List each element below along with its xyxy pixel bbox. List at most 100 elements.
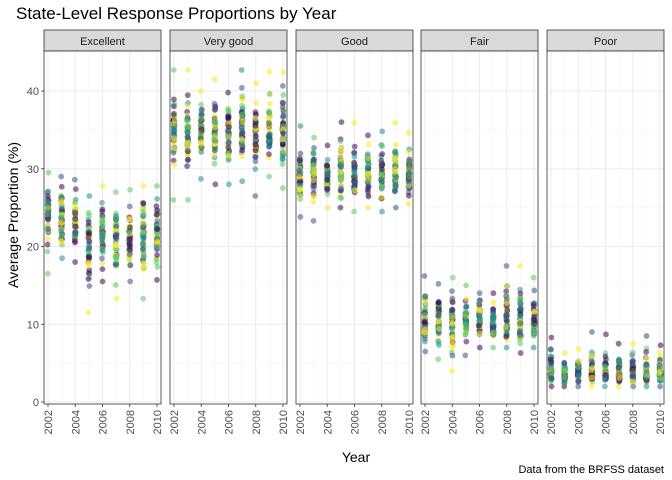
data-point [365,141,372,148]
data-point [365,179,371,186]
data-point [490,344,496,351]
data-point [324,163,330,169]
data-point [616,358,622,365]
data-point [405,192,412,199]
x-tick-label: 2006 [224,410,236,434]
data-point [490,315,497,322]
data-point [351,119,358,126]
data-point [310,162,317,168]
data-point [462,352,469,359]
data-point [643,383,650,390]
data-point [421,312,428,319]
data-point [225,139,232,146]
data-point [324,186,330,192]
data-point [279,104,286,111]
x-tick-label: 2008 [377,410,389,434]
data-point [225,107,232,114]
data-point [127,216,134,223]
data-point [72,209,79,216]
data-point [296,157,303,164]
data-point [656,349,663,356]
data-point [297,192,304,199]
data-point [140,295,147,302]
data-point [225,181,232,188]
data-point [530,274,537,281]
x-tick-label: 2004 [196,410,208,434]
data-point [184,92,191,99]
data-point [86,283,93,289]
data-point [280,69,287,76]
data-point [504,307,511,314]
data-point [44,236,51,242]
data-point [198,126,205,133]
data-point [530,332,537,339]
data-point [198,140,204,147]
data-point [462,321,469,328]
data-point [154,277,160,283]
data-point [184,139,191,146]
data-point [310,182,316,189]
facet-strip-label: Very good [204,36,254,48]
data-point [575,346,582,353]
data-point [476,330,483,337]
chart-caption: Data from the BRFSS dataset [518,464,664,476]
data-point [280,108,287,115]
data-point [171,96,177,103]
data-point [280,126,286,132]
data-point [530,302,537,309]
chart-title: State-Level Response Proportions by Year [16,4,337,23]
x-tick-label: 2004 [573,410,585,434]
data-point [184,147,191,154]
data-point [296,167,303,174]
data-point [436,317,442,324]
data-point [126,251,133,258]
data-point [238,84,245,91]
x-tick-label: 2002 [420,410,432,434]
data-point [72,216,79,223]
data-point [364,165,371,171]
data-point [198,108,205,115]
data-point [643,349,650,355]
data-point [170,149,177,156]
data-point [112,282,119,288]
facet-strip-label: Fair [470,36,489,48]
data-point [657,375,664,382]
data-point [531,313,538,320]
y-tick-label: 0 [33,397,39,409]
data-point [449,341,456,348]
y-tick-label: 10 [27,319,39,331]
data-point [463,338,470,345]
data-point [99,199,105,206]
data-point [85,244,92,251]
data-point [198,149,205,156]
x-tick-label: 2010 [655,410,667,434]
data-point [85,219,92,226]
data-point [643,355,650,362]
data-point [113,216,119,223]
data-point [503,288,510,295]
data-point [252,166,259,173]
data-point [365,170,371,177]
data-point [170,67,177,73]
x-tick-label: 2008 [125,410,137,434]
data-point [337,149,344,156]
data-point [185,156,191,163]
data-point [184,163,191,169]
data-point [379,151,386,157]
data-point [548,358,555,365]
data-point [337,161,344,168]
data-point [58,183,65,190]
data-point [435,356,442,363]
data-point [225,144,232,151]
data-point [171,145,178,152]
data-point [324,191,331,198]
data-point [297,150,304,157]
data-point [140,182,147,189]
data-point [517,313,523,319]
data-point [436,342,442,348]
data-point [379,128,386,135]
data-point [435,280,442,287]
data-point [225,152,232,159]
data-point [238,136,245,142]
data-point [126,228,133,235]
